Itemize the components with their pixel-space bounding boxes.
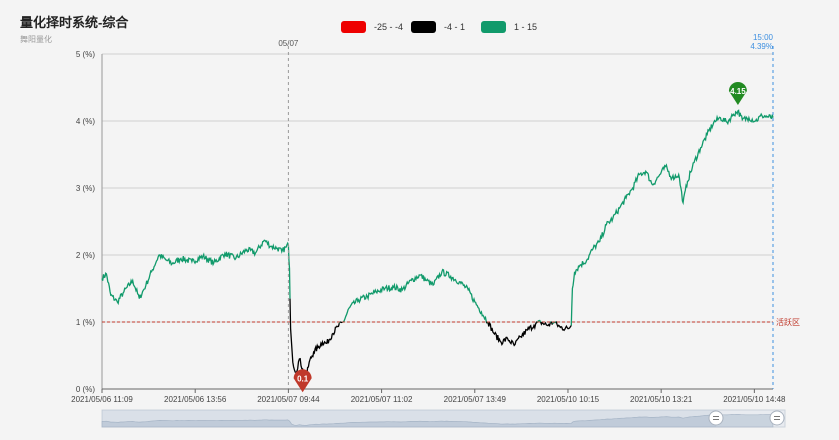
chart-subtitle: 舞阳量化	[20, 35, 52, 44]
series-segment-7	[487, 321, 538, 347]
annotation-pin-1: 4.15	[728, 81, 747, 105]
y-tick-label-1: 1 (%)	[76, 318, 95, 327]
vertical-marker-label-1: 15:00	[753, 33, 774, 42]
x-tick-label-0: 2021/05/06 11:09	[71, 395, 133, 404]
series-segment-0	[101, 239, 291, 306]
vertical-marker-sublabel-1: 4.39%	[750, 42, 773, 51]
series	[101, 109, 774, 381]
y-tick-label-3: 3 (%)	[76, 184, 95, 193]
x-tick-label-5: 2021/05/10 10:15	[537, 395, 600, 404]
annotation-pin-shape-1	[728, 81, 747, 105]
annotation-pin-shape-0	[293, 369, 312, 393]
zoom-slider[interactable]	[101, 409, 786, 428]
series-segment-16	[570, 109, 774, 326]
vertical-marker-label-0: 05/07	[278, 39, 299, 48]
annotation-pin-0: 0.1	[293, 369, 312, 393]
zoom-slider-handle-left[interactable]	[708, 410, 724, 426]
zoom-slider-window[interactable]	[102, 410, 716, 427]
x-tick-label-3: 2021/05/07 11:02	[351, 395, 413, 404]
annotation-pin-label-0: 0.1	[297, 374, 309, 383]
y-tick-label-5: 5 (%)	[76, 50, 95, 59]
legend[interactable]: -25 - -4 -4 - 1 1 - 15	[341, 21, 537, 33]
legend-swatch-2[interactable]	[481, 21, 506, 33]
zoom-slider-handle-right[interactable]	[769, 410, 785, 426]
legend-swatch-1[interactable]	[411, 21, 436, 33]
legend-label-0[interactable]: -25 - -4	[374, 22, 403, 32]
legend-label-1[interactable]: -4 - 1	[444, 22, 465, 32]
legend-swatch-0[interactable]	[341, 21, 366, 33]
series-segment-11	[550, 321, 554, 325]
x-tick-label-6: 2021/05/10 13:21	[630, 395, 693, 404]
y-tick-label-2: 2 (%)	[76, 251, 95, 260]
x-tick-label-1: 2021/05/06 13:56	[164, 395, 227, 404]
zoom-slider-preview	[101, 414, 774, 428]
series-segment-4	[342, 268, 487, 323]
y-tick-label-4: 4 (%)	[76, 117, 95, 126]
x-tick-label-7: 2021/05/10 14:48	[723, 395, 786, 404]
y-tick-label-0: 0 (%)	[76, 385, 95, 394]
annotation-pin-label-1: 4.15	[730, 87, 746, 96]
series-segment-9	[539, 321, 552, 328]
legend-label-2[interactable]: 1 - 15	[514, 22, 537, 32]
axes: 0 (%) 1 (%) 2 (%) 3 (%) 4 (%) 5 (%) 2021/05/06…	[71, 50, 786, 404]
x-tick-label-4: 2021/05/07 13:49	[444, 395, 507, 404]
grid-lines	[102, 53, 773, 390]
markers: 活跃区 05/07 15:004.39% 0.1 4.15	[102, 33, 800, 393]
x-tick-label-2: 2021/05/07 09:44	[257, 395, 320, 404]
series-segment-15	[555, 321, 572, 332]
reference-line-label: 活跃区	[776, 317, 800, 327]
series-segment-1	[289, 298, 340, 381]
chart-title: 量化择时系统-综合	[20, 15, 129, 30]
